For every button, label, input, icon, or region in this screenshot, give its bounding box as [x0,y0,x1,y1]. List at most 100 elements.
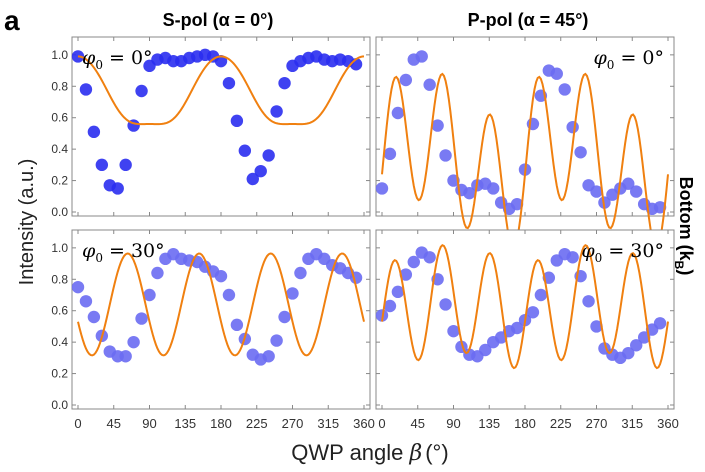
x-axis-label: QWP angle β (°) [291,440,448,466]
data-point [254,164,267,178]
x-tick-label: 45 [107,416,121,431]
fit-curve [77,252,365,357]
data-point [479,343,492,357]
panel-letter: a [4,5,20,36]
data-point [214,269,228,283]
x-tick-label: 270 [282,416,304,431]
x-tick-label: 315 [621,416,643,431]
fit-curve [381,243,669,370]
data-point [119,158,132,172]
panel-annotation: φ0 = 30° [581,240,664,265]
x-tick-label: 90 [142,416,156,431]
panel-annotation: φ0 = 30° [82,240,165,265]
data-point [383,147,397,161]
data-point [622,177,635,190]
x-tick-label: 270 [586,416,608,431]
data-point [487,182,500,195]
x-tick-label: 315 [317,416,339,431]
data-point [526,306,540,319]
data-point [262,149,275,162]
data-point [214,54,228,68]
data-point [510,321,524,335]
panel-top-left: 0.0 0.2 0.4 0.6 0.8 1.0 φ0 = 0° [51,36,371,219]
data-point [566,120,579,134]
x-tick-label: 225 [550,416,572,431]
x-tick-label: 225 [246,416,268,431]
panel-annotation: φ0 = 0° [82,47,153,72]
data-point [278,310,291,324]
data-point [431,119,444,132]
data-point [222,288,236,302]
data-point [71,50,85,63]
y-tick-label: 0.0 [51,398,68,412]
fit-curve [77,55,365,126]
y-tick-label: 0.6 [51,111,68,125]
y-tick-label: 1.0 [51,241,68,255]
data-point [87,125,101,139]
data-point [622,346,635,360]
data-point [222,76,236,90]
svg-text:Bottom (kB): Bottom (kB) [672,177,696,276]
data-point [71,280,85,294]
data-point [135,312,148,325]
data-point [270,334,283,347]
y-tick-label: 0.4 [51,142,68,156]
x-axis-label-symbol: β [409,441,423,466]
data-point [423,251,436,264]
x-tick-label: 45 [411,416,425,431]
data-point [262,350,275,363]
x-tick-label: 360 [657,416,679,431]
data-point [630,339,643,352]
x-tick-label: 180 [514,416,536,431]
data-point [238,144,252,157]
data-point [590,185,603,198]
data-point [439,149,452,162]
data-point [463,186,476,200]
data-point [566,251,579,264]
data-point [375,182,389,195]
data-point [558,83,571,96]
data-point [407,255,420,269]
data-point [637,331,651,344]
data-point [550,67,563,80]
data-point [415,50,428,63]
row-title-close: ) [676,269,696,275]
data-point [653,317,667,330]
y-tick-label: 0.2 [51,367,68,381]
data-point [534,288,548,302]
data-point [143,288,156,302]
panel-annotation: φ0 = 0° [593,47,664,72]
data-point [391,285,405,299]
row-title-main: Bottom (k [676,177,696,262]
data-point [135,84,148,98]
data-point [574,146,587,159]
fit-curve [381,72,669,249]
data-point [79,295,93,308]
data-point [286,287,299,300]
data-point [439,298,452,311]
column-title-s-pol: S-pol (α = 0°) [163,10,274,30]
panel-bottom-right: 0 45 90 135 180 225 270 315 360 φ0 = 30° [375,229,679,431]
data-point [294,266,307,280]
row-title-subscript: B [672,261,686,270]
data-point [447,324,460,338]
y-tick-label: 0.2 [51,174,68,188]
data-point [510,197,524,211]
data-point [391,106,405,120]
x-tick-label: 135 [478,416,500,431]
data-point [87,310,101,324]
data-point [630,185,643,198]
data-point [582,295,595,308]
data-point [230,114,244,128]
data-point [383,299,397,313]
y-axis-label: Intensity (a.u.) [16,159,38,286]
y-tick-label: 0.8 [51,79,68,93]
row-title: Bottom (kB) [672,177,696,276]
y-tick-label: 0.8 [51,272,68,286]
x-tick-label: 180 [210,416,232,431]
y-tick-label: 0.4 [51,335,68,349]
data-point [423,78,436,91]
panel-top-right: φ0 = 0° [375,36,675,249]
data-point [151,266,164,280]
data-point [79,83,93,96]
